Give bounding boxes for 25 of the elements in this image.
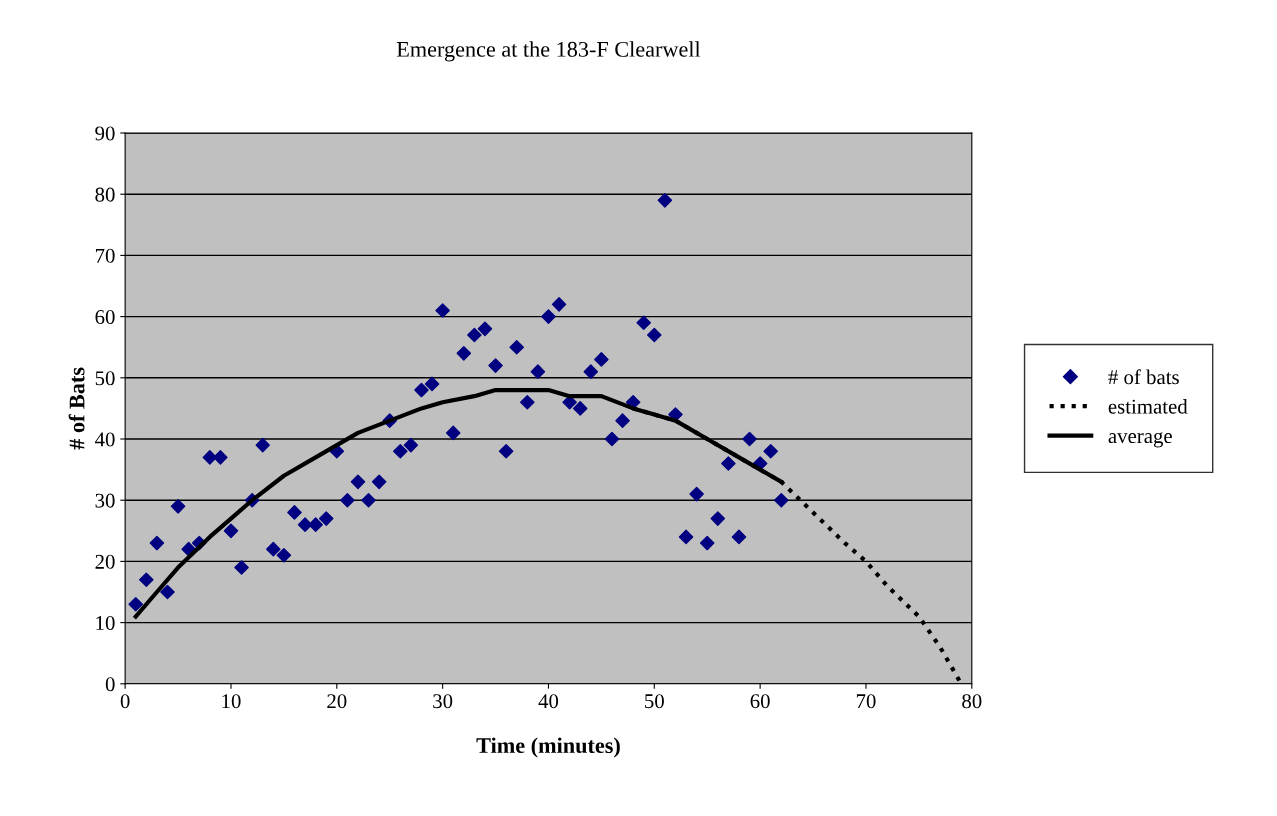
x-tick-label: 20 <box>327 694 347 709</box>
y-tick-label: 50 <box>95 371 115 386</box>
x-tick-label: 60 <box>750 694 770 709</box>
y-tick-label: 30 <box>95 493 115 508</box>
x-tick-label: 30 <box>433 694 453 709</box>
y-tick-label: 20 <box>95 554 115 569</box>
y-tick-label: 90 <box>95 126 115 141</box>
x-tick-label: 50 <box>645 694 664 709</box>
legend-label: # of bats <box>1108 369 1179 385</box>
x-tick-label: 80 <box>962 694 982 709</box>
x-axis-title: Time (minutes) <box>476 737 620 758</box>
y-tick-label: 0 <box>105 677 115 692</box>
x-tick-label: 0 <box>120 694 130 709</box>
y-tick-label: 40 <box>95 432 115 447</box>
legend-label: average <box>1108 432 1172 448</box>
y-axis-title: # of Bats <box>68 367 85 450</box>
y-tick-label: 10 <box>96 615 115 631</box>
chart-title: Emergence at the 183-F Clearwell <box>396 41 701 62</box>
x-tick-label: 40 <box>538 694 559 709</box>
y-tick-label: 80 <box>95 187 115 202</box>
x-tick-label: 10 <box>222 694 241 709</box>
x-tick-label: 70 <box>856 694 876 709</box>
y-tick-label: 60 <box>95 309 115 325</box>
legend-label: estimated <box>1108 399 1188 414</box>
y-tick-label: 70 <box>95 248 115 263</box>
